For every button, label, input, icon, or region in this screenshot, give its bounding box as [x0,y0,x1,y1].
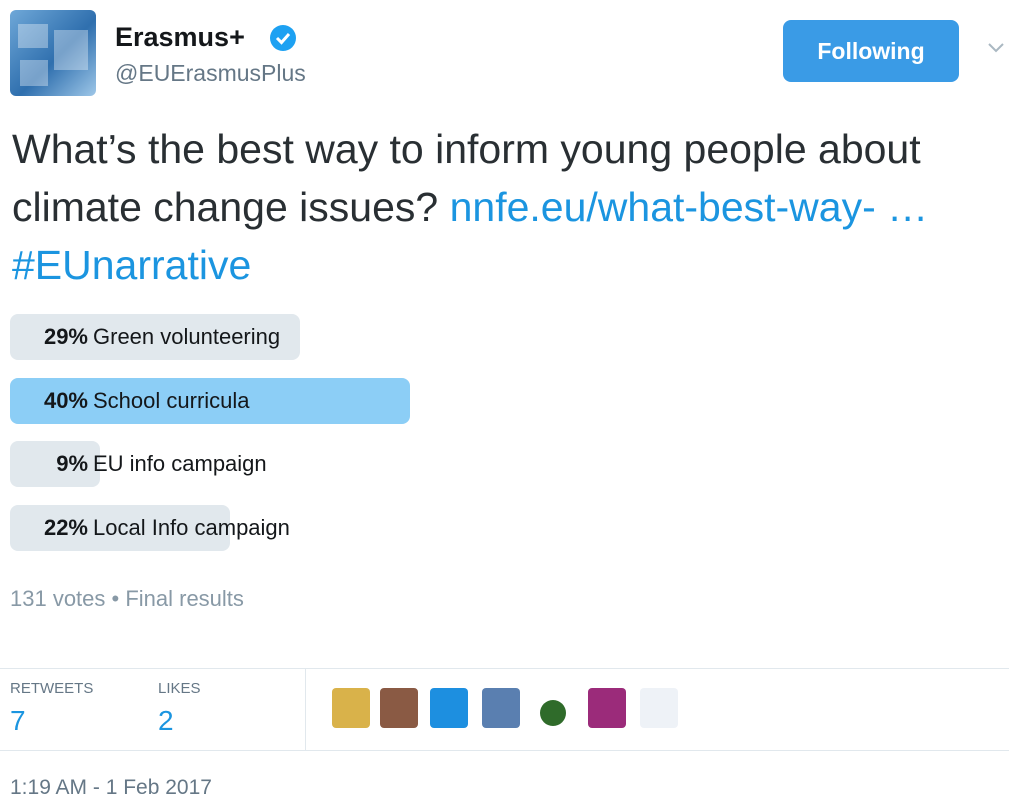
poll-percent: 40% [44,378,88,424]
hashtag[interactable]: #EUnarrative [12,242,251,288]
poll-summary: 131 votes • Final results [10,586,244,612]
liker-avatar[interactable] [640,688,678,728]
poll-percent: 29% [44,314,88,360]
menu-chevron[interactable] [988,42,1004,54]
liker-avatar[interactable] [380,688,418,728]
poll-option: 9%EU info campaign [10,441,970,487]
poll-option-text: EU info campaign [93,441,267,487]
tweet-page: {"header": {"name": "Erasmus+", "handle"… [0,0,1009,800]
liker-avatar[interactable] [482,688,520,728]
poll-option-text: School curricula [93,378,250,424]
liker-avatar[interactable] [332,688,370,728]
account-name[interactable]: Erasmus+ [115,22,245,53]
poll-percent: 9% [56,441,88,487]
stats-divider [305,669,306,750]
poll-option-text: Local Info campaign [93,505,290,551]
tweet-text: What’s the best way to inform young peop… [12,120,987,294]
account-handle[interactable]: @EUErasmusPlus [115,60,306,87]
avatar[interactable] [10,10,96,96]
likes-label: LIKES [158,680,201,697]
poll-option-text: Green volunteering [93,314,280,360]
liker-avatar[interactable] [430,688,468,728]
follow-button[interactable]: Following [783,20,959,82]
divider [0,668,1009,669]
likes-count[interactable]: 2 [158,705,174,737]
poll-percent: 22% [44,505,88,551]
retweets-count[interactable]: 7 [10,705,26,737]
link-ellipsis: … [887,184,928,230]
timestamp[interactable]: 1:19 AM - 1 Feb 2017 [10,776,212,800]
liker-avatar[interactable] [540,700,566,726]
retweets-label: RETWEETS [10,680,93,697]
poll-option: 22%Local Info campaign [10,505,970,551]
divider [0,750,1009,751]
tweet-link[interactable]: nnfe.eu/what-best-way- [450,184,876,230]
verified-badge [270,25,296,51]
poll-option: 29%Green volunteering [10,314,970,360]
liker-avatar[interactable] [588,688,626,728]
poll-option: 40%School curricula [10,378,970,424]
